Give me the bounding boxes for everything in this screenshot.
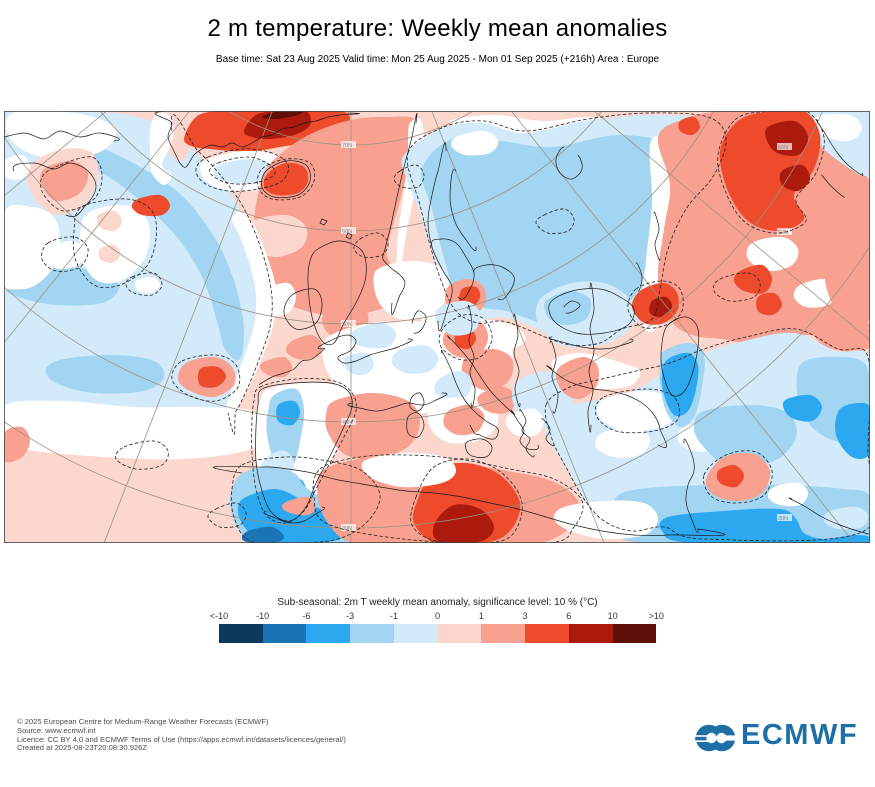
svg-text:50N: 50N — [342, 322, 352, 328]
svg-text:60N: 60N — [778, 145, 788, 151]
svg-text:50N: 50N — [778, 230, 788, 236]
svg-text:40N: 40N — [342, 420, 352, 426]
svg-text:60N: 60N — [342, 229, 352, 235]
svg-text:30N: 30N — [342, 526, 352, 532]
svg-text:30N: 30N — [778, 516, 788, 522]
svg-text:70N: 70N — [342, 143, 352, 149]
